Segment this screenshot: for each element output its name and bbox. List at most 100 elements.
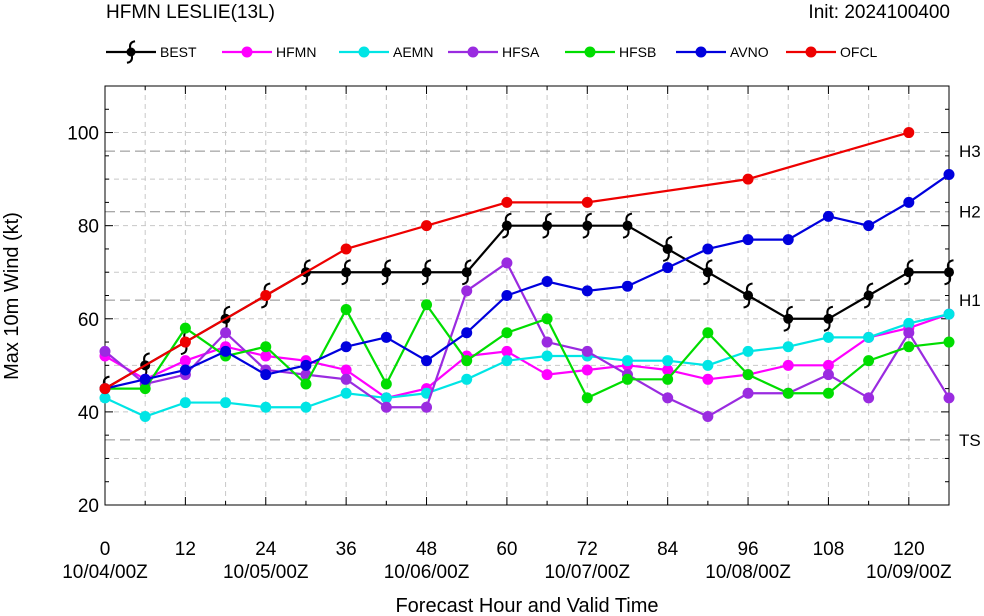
hurricane-symbol-arm [421,276,429,286]
hurricane-symbol-arm [223,305,231,315]
data-point [300,401,312,413]
data-point [581,364,593,376]
data-point [742,345,754,357]
data-point [662,235,673,262]
legend-label: HFMN [276,44,316,60]
hurricane-symbol-arm [384,259,392,268]
data-point [581,392,593,404]
hurricane-symbol-arm [743,299,751,309]
data-point [179,364,191,376]
data-point [782,359,794,371]
data-point [99,392,111,404]
data-point [662,262,674,274]
data-point [541,313,553,325]
data-point [300,378,312,390]
data-point [822,331,834,343]
hurricane-symbol-arm [261,299,268,309]
hurricane-symbol-core [582,220,593,231]
hurricane-symbol-arm [944,276,952,286]
data-point [702,259,713,286]
data-point [822,210,834,222]
data-point [380,401,392,413]
data-point [501,345,513,357]
data-point [903,317,915,329]
series-line [104,173,950,390]
data-point [381,259,392,286]
data-point [621,373,633,385]
data-point [822,359,834,371]
y-tick-label: 20 [78,496,99,517]
x-date-label: 10/07/00Z [544,562,630,583]
data-point [863,331,875,343]
hurricane-symbol-arm [544,212,552,222]
data-point [743,282,754,309]
x-tick-label: 0 [100,539,111,560]
data-point [903,341,915,353]
hurricane-symbol-arm [381,276,389,286]
data-point [139,411,151,423]
legend-label: AVNO [730,44,769,60]
data-point [863,220,875,232]
x-date-label: 10/05/00Z [223,562,309,583]
x-axis-label: Forecast Hour and Valid Time [395,595,658,616]
data-point [501,196,513,208]
hurricane-symbol-arm [462,276,469,286]
hurricane-symbol-arm [863,299,871,309]
data-point [380,378,392,390]
data-point [179,336,191,348]
hurricane-symbol-arm [180,346,188,356]
hurricane-symbol-arm [263,282,271,292]
data-point [501,257,513,269]
hurricane-symbol-core [542,220,553,231]
legend-marker [805,46,817,58]
hurricane-symbol-core [622,220,633,231]
data-point [702,327,714,339]
data-point [461,355,473,367]
data-point [380,331,392,343]
data-point [622,212,633,239]
data-point [702,373,714,385]
hurricane-symbol-core [702,267,713,278]
data-point [139,373,151,385]
data-point [461,373,473,385]
series-line [105,302,950,400]
data-point [662,364,674,376]
series-ofcl [99,127,915,395]
data-point [461,259,472,286]
threshold-label: H1 [959,291,981,310]
data-point [260,350,272,362]
x-tick-label: 120 [893,539,925,560]
data-point [903,327,915,339]
y-tick-label: 80 [78,217,99,238]
data-point [702,411,714,423]
hurricane-symbol-arm [303,259,311,268]
hurricane-symbol-arm [128,40,136,49]
hurricane-symbol-core [461,267,472,278]
data-point [582,212,593,239]
series-line [104,313,950,418]
data-point [742,234,754,246]
data-point [863,355,875,367]
data-point [541,350,553,362]
data-point [542,212,553,239]
hurricane-symbol-core [662,243,673,254]
data-point [822,369,834,381]
data-point [581,196,593,208]
data-point [783,305,794,332]
data-point [340,387,352,399]
data-point [662,373,674,385]
hurricane-symbol-arm [705,259,713,268]
legend-item: AVNO [676,44,769,60]
data-point [943,308,955,320]
data-point [822,387,834,399]
x-date-label: 10/08/00Z [705,562,791,583]
legend-marker [358,46,370,58]
hurricane-symbol-core [863,290,874,301]
hurricane-symbol-arm [786,305,793,315]
data-point [340,341,352,353]
data-point [421,355,433,367]
hurricane-symbol-core [903,267,914,278]
data-point [742,173,754,185]
plot-frame [104,85,950,506]
hurricane-symbol-arm [464,259,472,268]
